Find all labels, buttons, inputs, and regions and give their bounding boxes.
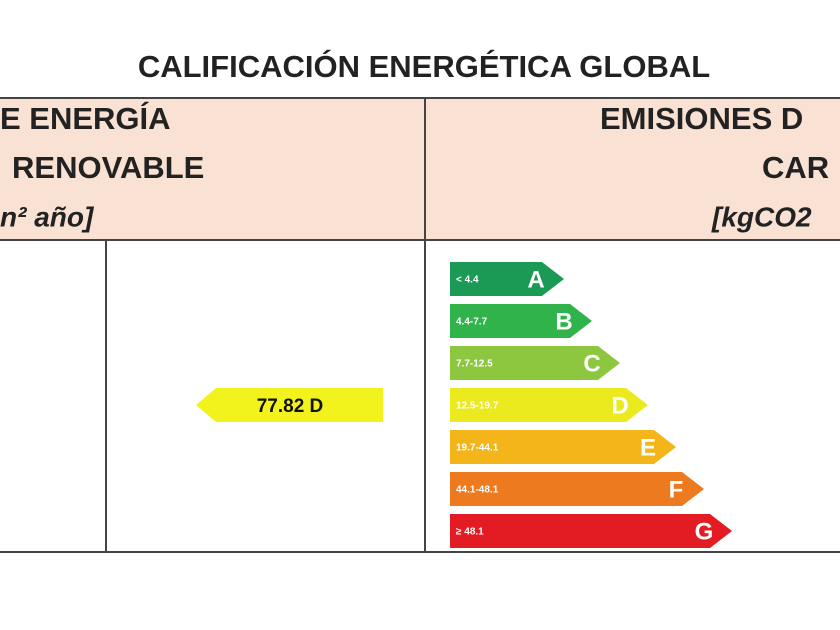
scale-range: ≥ 48.1 [456, 527, 484, 538]
header-text: CAR [762, 150, 829, 185]
scale-letter: B [555, 308, 572, 335]
title: CALIFICACIÓN ENERGÉTICA GLOBAL [138, 48, 710, 84]
rating-arrow [196, 388, 383, 422]
header-text: RENOVABLE [12, 150, 204, 185]
scale-range: 12.5-19.7 [456, 401, 499, 412]
scale-letter: D [611, 392, 628, 419]
scale-bar [450, 262, 564, 296]
scale-range: 4.4-7.7 [456, 317, 488, 328]
scale-bar [450, 514, 732, 548]
scale-letter: G [695, 518, 714, 545]
header-band [0, 98, 840, 240]
header-unit: [kgCO2 [711, 201, 812, 232]
scale-range: 7.7-12.5 [456, 359, 493, 370]
scale-range: 44.1-48.1 [456, 485, 499, 496]
header-text: EMISIONES D [600, 101, 803, 136]
scale-bar [450, 430, 676, 464]
scale-letter: E [640, 434, 656, 461]
scale-letter: F [669, 476, 684, 503]
scale-range: 19.7-44.1 [456, 443, 499, 454]
header-text: E ENERGÍA [0, 101, 171, 136]
scale-bar [450, 388, 648, 422]
scale-bar [450, 304, 592, 338]
scale-bar [450, 472, 704, 506]
scale-letter: A [527, 266, 544, 293]
scale-bar [450, 346, 620, 380]
scale-letter: C [583, 350, 600, 377]
scale-range: < 4.4 [456, 275, 479, 286]
header-unit: n² año] [0, 201, 95, 232]
rating-label: 77.82 D [257, 396, 324, 417]
